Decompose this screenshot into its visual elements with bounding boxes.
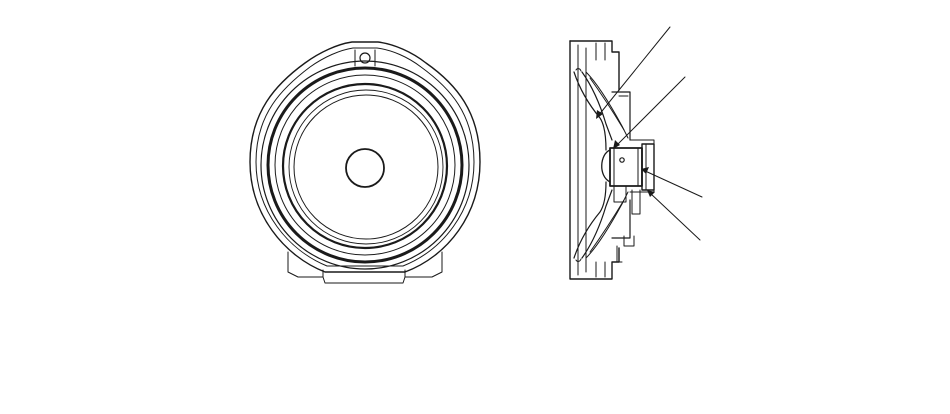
speaker-side-view — [570, 41, 654, 279]
leader-line-1 — [598, 27, 670, 116]
leader-arrowheads — [596, 110, 655, 197]
side-magnet — [610, 148, 642, 186]
side-basket-lower — [582, 190, 612, 258]
arrowhead-2 — [613, 140, 620, 149]
leader-line-3 — [643, 170, 702, 197]
front-mount-hole — [360, 53, 370, 63]
front-basket-rim — [268, 68, 462, 262]
arrowhead-4 — [647, 190, 655, 197]
side-flange — [570, 41, 619, 279]
leader-line-2 — [616, 77, 685, 146]
side-basket-upper — [582, 72, 612, 140]
leader-lines — [598, 27, 702, 240]
side-dust-cap — [602, 150, 610, 182]
leader-line-4 — [650, 193, 700, 240]
front-bottom-tab — [288, 252, 442, 283]
front-outer-frame — [250, 42, 480, 272]
side-cone — [574, 72, 606, 150]
side-terminal — [614, 186, 626, 202]
front-surround — [283, 84, 447, 248]
front-cone — [294, 95, 438, 239]
speaker-front-view — [250, 42, 480, 283]
arrowhead-1 — [596, 110, 603, 119]
side-pole-piece — [642, 144, 654, 190]
front-dust-cap — [346, 149, 384, 187]
arrowhead-3 — [641, 167, 649, 174]
